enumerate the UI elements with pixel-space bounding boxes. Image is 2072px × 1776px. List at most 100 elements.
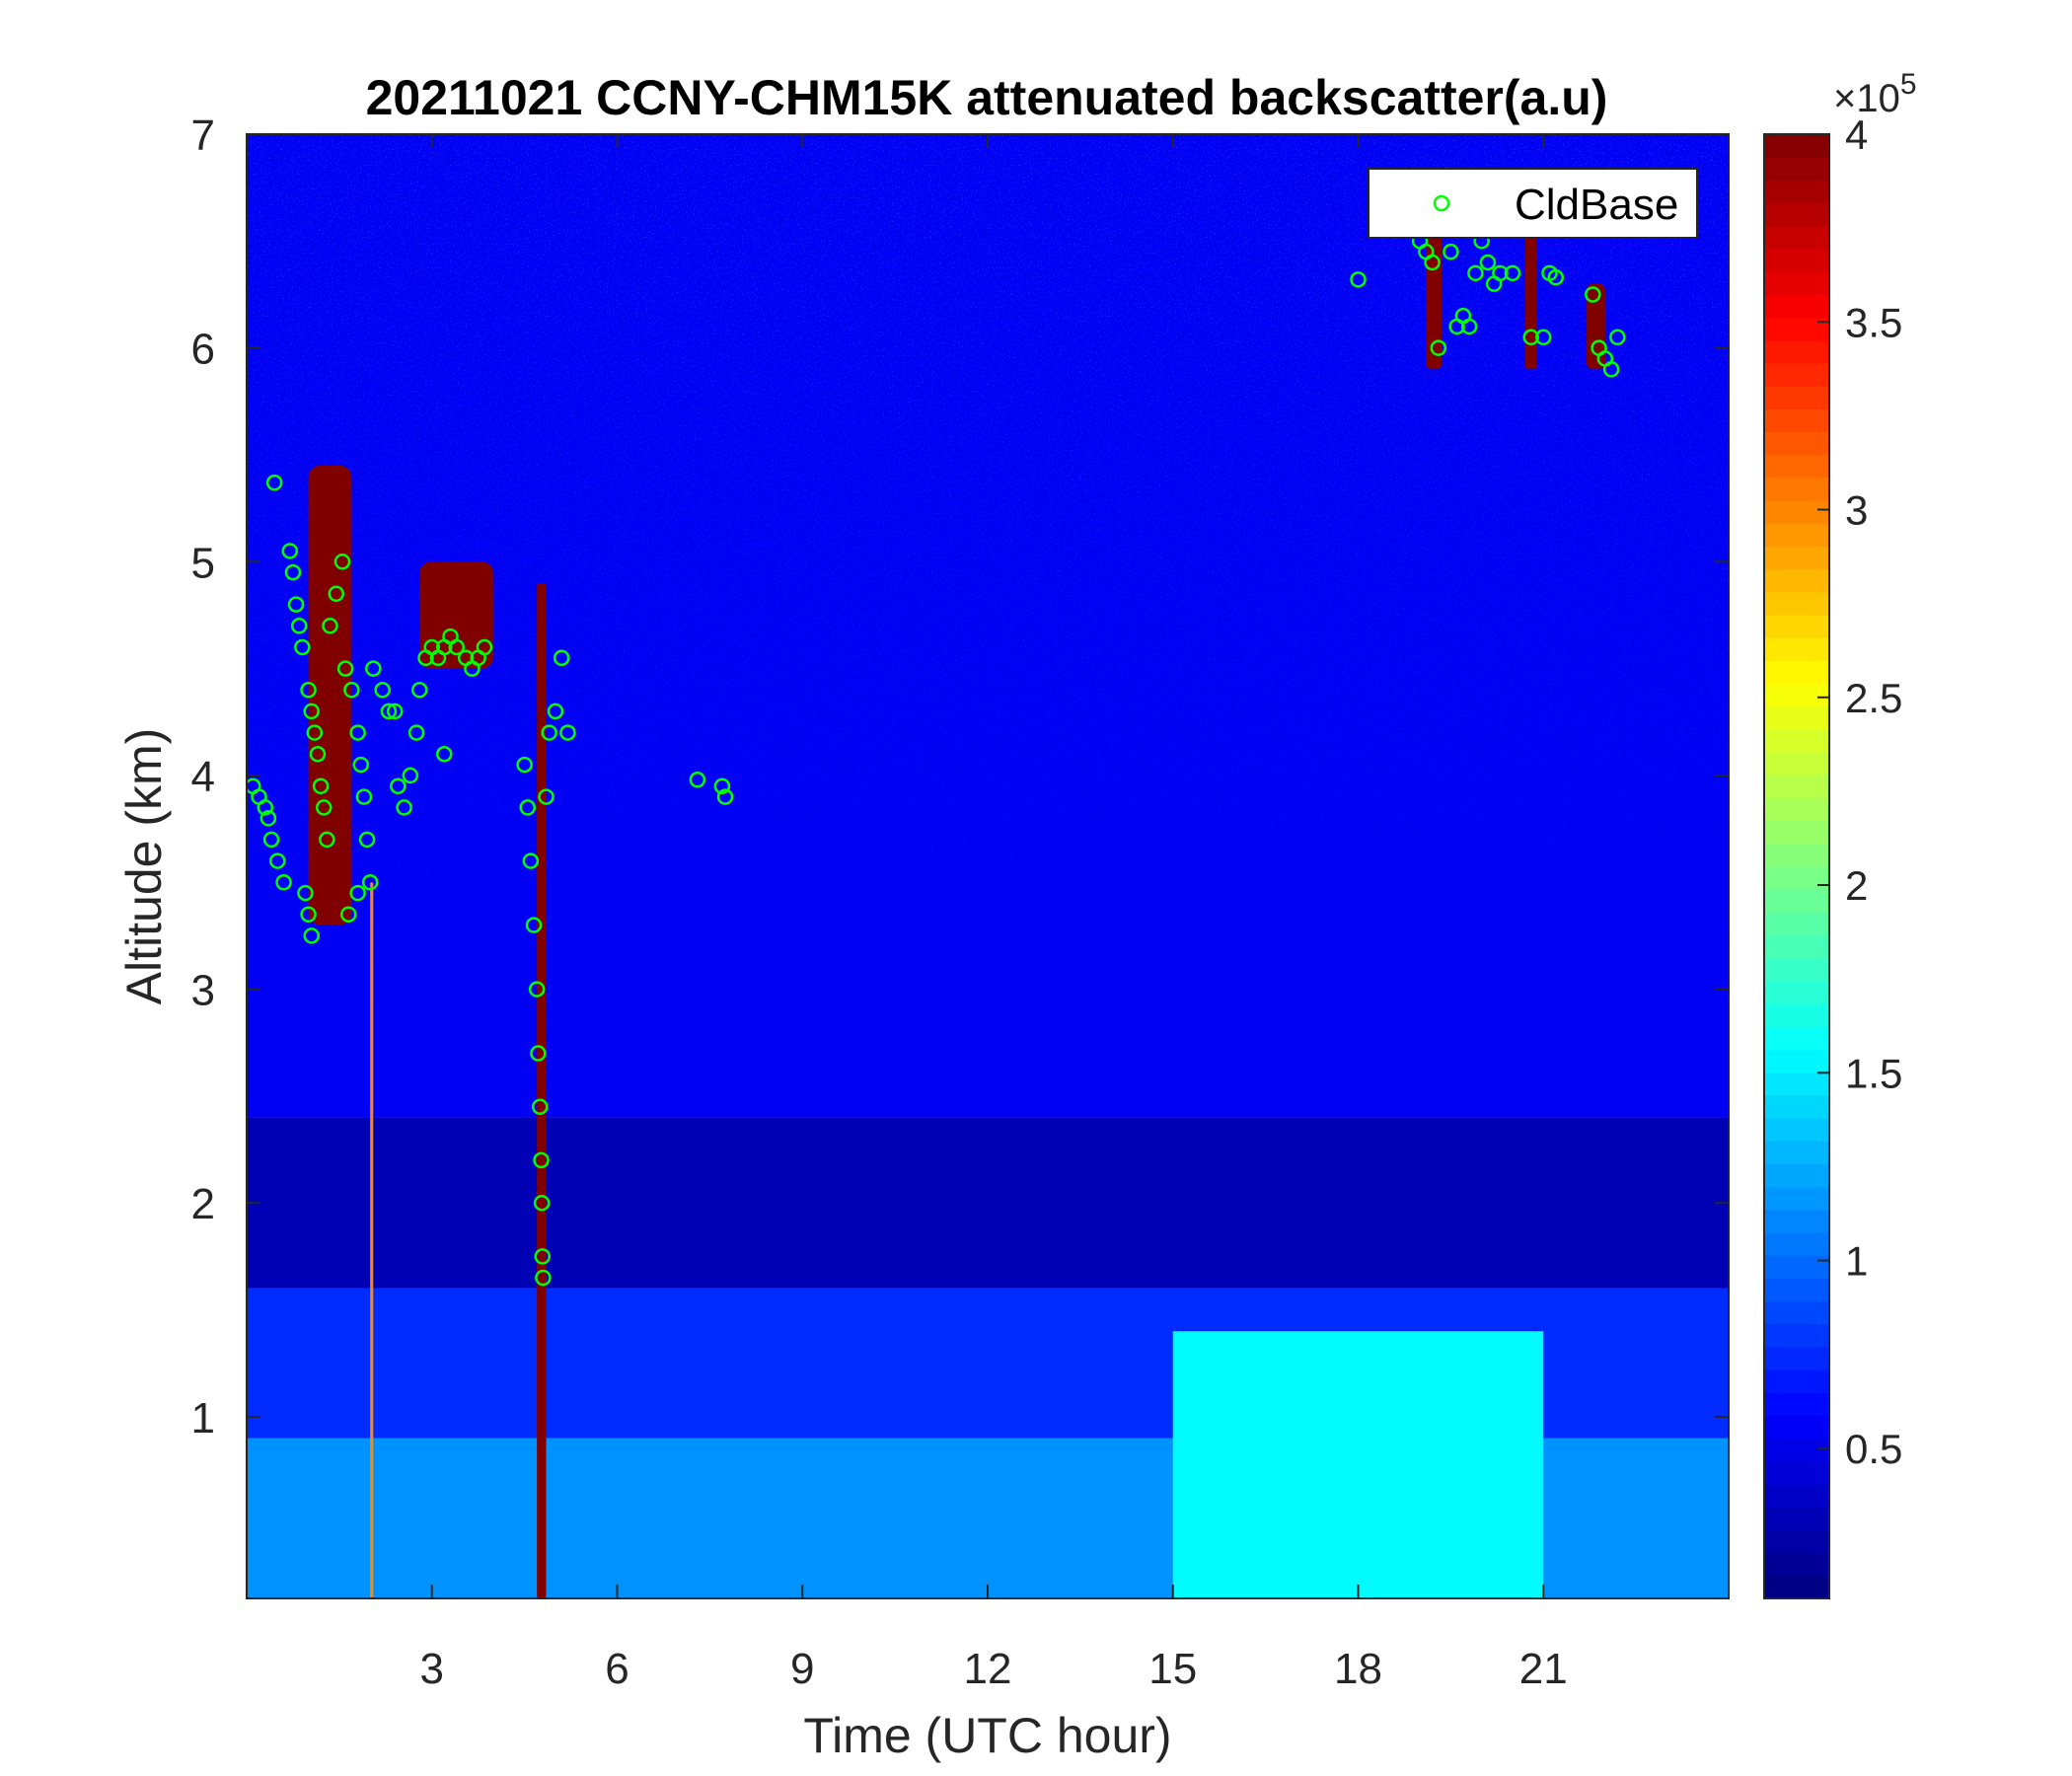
chart-title: 20211021 CCNY-CHM15K attenuated backscat…: [366, 70, 1608, 125]
cloud-base-point-31: [358, 831, 376, 849]
colorbar-step-51: [1764, 408, 1829, 433]
y-tick-label-2: 2: [191, 1180, 215, 1228]
colorbar-step-36: [1764, 752, 1829, 776]
colorbar-step-13: [1764, 1278, 1829, 1302]
cloud-base-point-6: [275, 873, 292, 891]
cloud-base-point-40: [396, 799, 412, 816]
cloud-base-point-30: [355, 788, 373, 805]
colorbar-exponent: ×105: [1833, 68, 1917, 120]
cloud-region-1: [419, 561, 494, 669]
cloud-base-point-92: [1547, 268, 1565, 286]
colorbar-step-33: [1764, 820, 1829, 845]
colorbar-step-59: [1764, 225, 1829, 250]
colorbar-step-50: [1764, 431, 1829, 456]
colorbar-exponent-power: 5: [1900, 68, 1917, 101]
cloud-base-point-14: [303, 703, 320, 720]
colorbar: [1764, 134, 1829, 1599]
colorbar-step-52: [1764, 386, 1829, 409]
colorbar-tick-label-1: 1: [1845, 1238, 1868, 1285]
colorbar-step-35: [1764, 775, 1829, 799]
cloud-base-point-11: [290, 618, 308, 634]
x-tick-label-9: 9: [790, 1645, 814, 1693]
cloud-base-point-56: [519, 799, 537, 816]
colorbar-tick-label-0: 0.5: [1845, 1426, 1902, 1472]
colorbar-step-63: [1764, 134, 1829, 158]
y-tick-label-5: 5: [191, 539, 215, 587]
colorbar-frame: [1763, 133, 1830, 1599]
cloud-base-point-42: [407, 724, 425, 741]
colorbar-step-58: [1764, 248, 1829, 272]
cloud-base-point-72: [713, 777, 731, 795]
cloud-base-point-3: [259, 810, 277, 827]
colorbar-step-1: [1764, 1552, 1829, 1577]
cloud-base-point-33: [340, 906, 357, 923]
x-tick-label-12: 12: [964, 1645, 1012, 1693]
cloud-base-point-67: [547, 703, 564, 720]
cloud-base-point-55: [516, 756, 533, 774]
legend-label: CldBase: [1515, 181, 1678, 229]
colorbar-step-11: [1764, 1323, 1829, 1348]
cloud-region-5: [1524, 197, 1537, 370]
x-tick-label-6: 6: [605, 1645, 629, 1693]
colorbar-step-22: [1764, 1072, 1829, 1096]
x-tick-label-3: 3: [420, 1645, 444, 1693]
legend-marker-icon: [1433, 194, 1450, 212]
colorbar-step-42: [1764, 614, 1829, 638]
cloud-base-point-83: [1467, 264, 1484, 282]
cloud-base-point-88: [1504, 264, 1521, 282]
x-axis-label: Time (UTC hour): [803, 1708, 1171, 1763]
cloud-base-point-85: [1479, 254, 1497, 271]
colorbar-step-0: [1764, 1575, 1829, 1599]
x-tick-label-18: 18: [1334, 1645, 1382, 1693]
cloud-base-point-21: [300, 906, 317, 923]
y-axis-ticks: 1 2 3 4 5 6 7: [191, 111, 1729, 1443]
cloud-base-point-97: [1609, 329, 1626, 346]
colorbar-tick-label-7: 4: [1845, 111, 1868, 158]
legend: CldBase: [1368, 168, 1698, 239]
cloud-base-point-78: [1430, 339, 1447, 356]
cloud-base-point-77: [1424, 254, 1441, 271]
cloud-base-point-10: [287, 596, 305, 613]
colorbar-step-20: [1764, 1118, 1829, 1142]
cloud-base-point-38: [386, 703, 404, 720]
cloud-region-4: [1426, 197, 1442, 370]
colorbar-step-9: [1764, 1369, 1829, 1393]
colorbar-tick-label-4: 2.5: [1845, 675, 1902, 721]
cloud-base-point-20: [297, 884, 314, 902]
y-tick-label-6: 6: [191, 326, 215, 374]
cloud-base-point-58: [525, 917, 543, 933]
colorbar-step-49: [1764, 454, 1829, 479]
colorbar-step-17: [1764, 1186, 1829, 1211]
cloud-base-point-5: [269, 852, 286, 869]
cloud-base-point-35: [365, 660, 382, 677]
colorbar-step-29: [1764, 912, 1829, 936]
colorbar-step-31: [1764, 866, 1829, 890]
colorbar-step-19: [1764, 1141, 1829, 1165]
colorbar-step-30: [1764, 889, 1829, 913]
cloud-base-point-2: [257, 799, 274, 816]
cloud-base-point-32: [361, 873, 379, 891]
cloud-base-point-18: [315, 799, 333, 816]
cloud-base-point-43: [410, 682, 428, 699]
cloud-base-point-68: [553, 649, 570, 667]
colorbar-step-28: [1764, 934, 1829, 959]
colorbar-tick-label-6: 3.5: [1845, 299, 1902, 345]
colorbar-step-55: [1764, 317, 1829, 341]
cloud-base-point-73: [716, 788, 734, 805]
cloud-base-point-25: [333, 554, 351, 570]
colorbar-step-56: [1764, 294, 1829, 319]
cloud-base-point-37: [380, 703, 398, 720]
cloud-base-point-16: [309, 746, 327, 763]
cloud-base-point-34: [349, 884, 366, 902]
cloud-base-point-61: [532, 1098, 549, 1115]
cloud-base-point-71: [689, 772, 706, 788]
cloud-base-point-65: [535, 1269, 552, 1287]
colorbar-exponent-base: ×10: [1833, 77, 1900, 120]
cloud-base-point-27: [343, 682, 360, 699]
cloud-base-point-15: [306, 724, 324, 741]
cloud-base-point-53: [476, 638, 493, 656]
cloud-base-point-69: [559, 724, 576, 741]
colorbar-step-41: [1764, 637, 1829, 661]
cloud-base-point-19: [319, 831, 335, 849]
cloud-base-point-23: [322, 618, 338, 634]
